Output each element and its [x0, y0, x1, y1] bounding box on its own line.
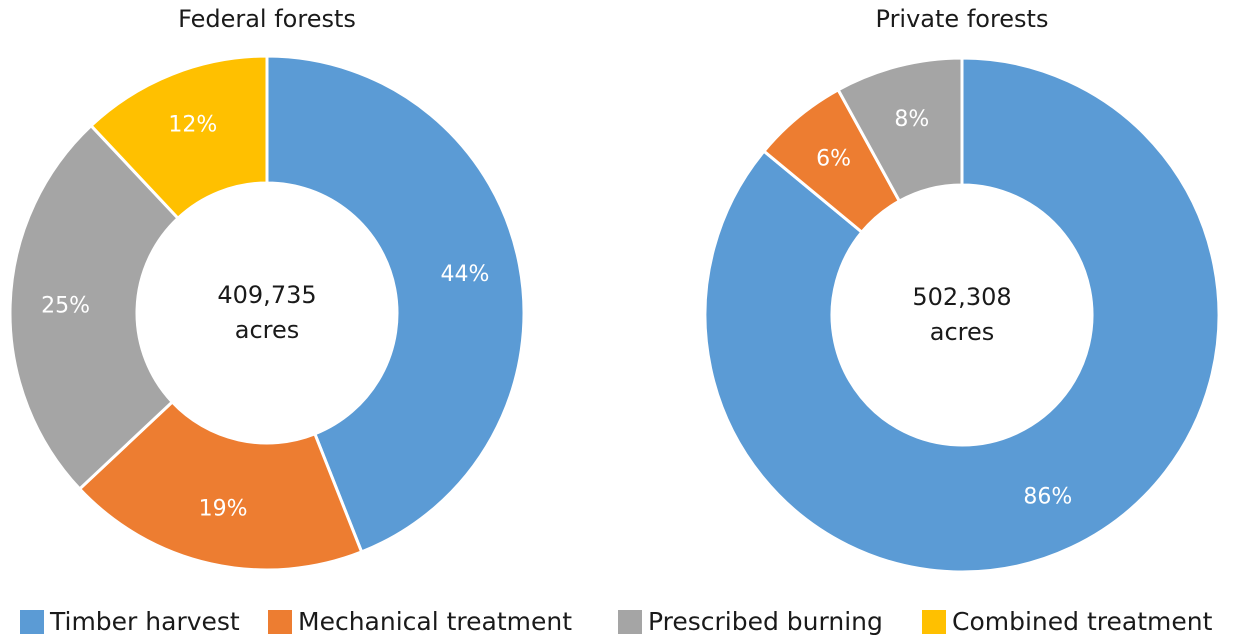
data-label: 19% — [199, 497, 248, 522]
center-total: 502,308 — [912, 283, 1011, 311]
data-label: 8% — [894, 107, 929, 132]
legend-swatch — [922, 610, 946, 634]
donut-slice — [88, 54, 269, 221]
legend-swatch — [268, 610, 292, 634]
legend-label: Mechanical treatment — [298, 607, 572, 636]
chart-title: Federal forests — [178, 5, 356, 33]
data-label: 6% — [816, 147, 851, 172]
legend-label: Prescribed burning — [648, 607, 883, 636]
legend-label: Timber harvest — [49, 607, 240, 636]
center-unit: acres — [235, 316, 300, 344]
data-label: 25% — [41, 294, 90, 319]
center-unit: acres — [930, 318, 995, 346]
donut-slice — [836, 56, 964, 204]
donut-slice — [265, 54, 526, 554]
legend-swatch — [618, 610, 642, 634]
center-total: 409,735 — [217, 281, 316, 309]
legend-label: Combined treatment — [952, 607, 1213, 636]
donut-slice — [77, 399, 364, 572]
data-label: 12% — [168, 113, 217, 138]
data-label: 86% — [1023, 484, 1072, 509]
donut-slice — [703, 56, 1221, 574]
data-label: 44% — [440, 262, 489, 287]
legend-swatch — [20, 610, 44, 634]
donut-slice — [8, 123, 181, 492]
chart-title: Private forests — [876, 5, 1049, 33]
